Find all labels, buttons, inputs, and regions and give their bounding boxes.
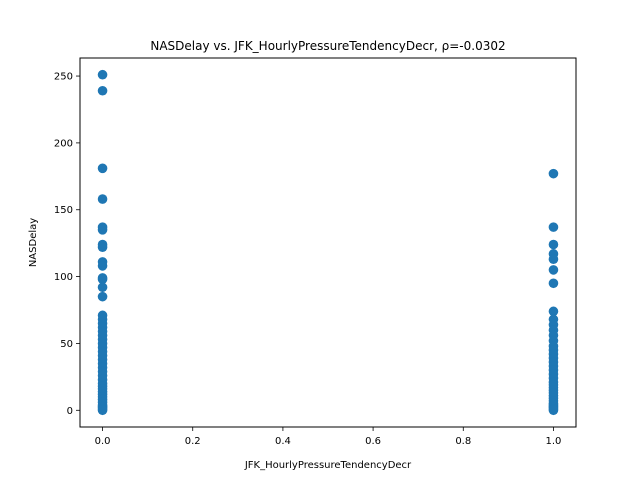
x-tick-label: 0.4: [275, 436, 291, 447]
data-point: [548, 239, 559, 250]
data-point: [97, 225, 108, 235]
x-tick-label: 0.6: [365, 436, 381, 447]
x-axis-ticks: 0.0 0.2 0.4 0.6 0.8 1.0: [95, 427, 562, 447]
data-point: [97, 405, 108, 416]
y-axis-ticks: 0 50 100 150 200 250: [54, 72, 80, 417]
x-tick-label: 0.8: [455, 436, 471, 447]
y-tick-label: 100: [54, 272, 73, 283]
y-tick-label: 0: [67, 406, 73, 417]
data-point: [548, 278, 559, 289]
data-point: [548, 222, 559, 232]
data-point: [97, 85, 108, 96]
x-tick-label: 0.0: [95, 436, 111, 447]
data-point: [97, 69, 108, 80]
plot-frame: [79, 57, 577, 428]
data-point: [548, 306, 559, 317]
data-point: [548, 405, 559, 416]
y-tick-label: 250: [54, 72, 73, 83]
data-point: [97, 282, 108, 293]
data-point: [97, 242, 108, 252]
data-point: [548, 168, 559, 179]
data-points: [97, 69, 559, 416]
data-point: [97, 261, 108, 271]
data-point: [97, 194, 108, 204]
y-axis-label: NASDelay: [28, 218, 39, 267]
data-point: [97, 163, 108, 174]
x-tick-label: 0.2: [185, 436, 201, 447]
data-point: [548, 265, 559, 275]
chart-title: NASDelay vs. JFK_HourlyPressureTendencyD…: [150, 39, 505, 53]
y-tick-label: 200: [54, 138, 73, 149]
y-tick-label: 50: [60, 339, 73, 350]
x-axis-label: JFK_HourlyPressureTendencyDecr: [244, 460, 412, 471]
data-point: [548, 254, 559, 265]
x-tick-label: 1.0: [546, 436, 562, 447]
data-point: [97, 274, 108, 285]
data-point: [97, 291, 108, 302]
axes: [79, 57, 577, 428]
y-tick-label: 150: [54, 205, 73, 216]
